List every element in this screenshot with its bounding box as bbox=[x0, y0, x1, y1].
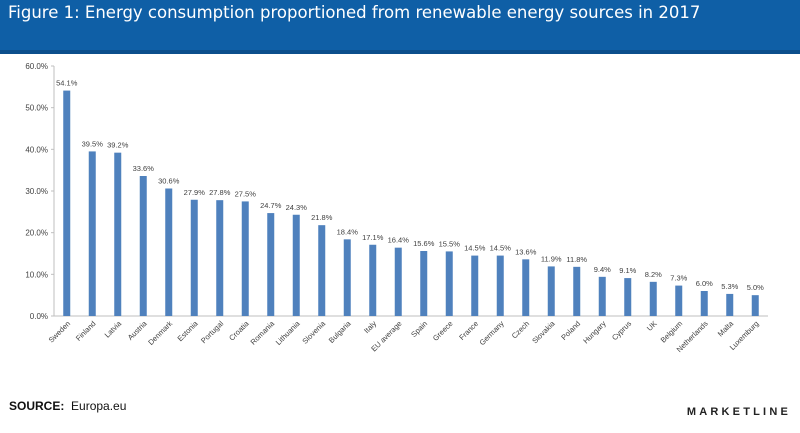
x-tick-label: Romania bbox=[249, 318, 277, 346]
bar bbox=[445, 251, 453, 316]
bar bbox=[216, 200, 224, 316]
data-label: 33.6% bbox=[133, 164, 155, 173]
y-tick-label: 50.0% bbox=[25, 104, 48, 113]
data-label: 13.6% bbox=[515, 247, 537, 256]
title-underline bbox=[0, 50, 800, 54]
y-tick-label: 0.0% bbox=[30, 312, 48, 321]
x-tick-label: Sweden bbox=[47, 319, 73, 345]
source-label: SOURCE: bbox=[9, 399, 65, 413]
y-tick-label: 30.0% bbox=[25, 187, 48, 196]
data-label: 17.1% bbox=[362, 233, 384, 242]
x-tick-label: Bulgaria bbox=[327, 318, 353, 344]
bar bbox=[726, 293, 734, 316]
bar bbox=[318, 225, 326, 316]
x-tick-label: Portugal bbox=[199, 319, 225, 345]
data-label: 54.1% bbox=[56, 79, 78, 88]
bar bbox=[241, 201, 249, 316]
bar bbox=[190, 199, 198, 316]
data-label: 30.6% bbox=[158, 177, 180, 186]
data-label: 16.4% bbox=[388, 236, 410, 245]
bar bbox=[675, 285, 683, 316]
bar bbox=[343, 239, 351, 316]
data-label: 18.4% bbox=[337, 227, 359, 236]
bar bbox=[700, 291, 708, 316]
data-label: 6.0% bbox=[696, 279, 713, 288]
x-tick-label: Germany bbox=[477, 319, 505, 347]
y-tick-label: 40.0% bbox=[25, 145, 48, 154]
bar-chart: 0.0% 10.0% 20.0% 30.0% 40.0% 50.0% 60.0% 54.1% S… bbox=[25, 62, 768, 354]
data-label: 39.2% bbox=[107, 141, 129, 150]
x-tick-label: Italy bbox=[362, 319, 378, 335]
chart-title: Figure 1: Energy consumption proportione… bbox=[8, 3, 701, 22]
bar bbox=[751, 295, 759, 316]
data-label: 27.9% bbox=[184, 188, 206, 197]
bar bbox=[139, 176, 147, 316]
bar bbox=[598, 276, 606, 316]
x-tick-label: Czech bbox=[510, 319, 531, 340]
x-tick-label: Slovenia bbox=[300, 318, 327, 345]
bar bbox=[369, 244, 377, 316]
x-tick-label: Croatia bbox=[227, 318, 251, 342]
x-tick-label: France bbox=[457, 319, 480, 342]
bar bbox=[114, 152, 122, 316]
x-tick-label: Cyprus bbox=[610, 319, 633, 342]
data-label: 9.1% bbox=[619, 266, 636, 275]
bar bbox=[547, 266, 555, 316]
data-label: 11.9% bbox=[541, 254, 562, 263]
title-bar: Figure 1: Energy consumption proportione… bbox=[0, 0, 800, 50]
data-label: 39.5% bbox=[82, 139, 104, 148]
data-label: 21.8% bbox=[311, 213, 333, 222]
source-note: SOURCE: Europa.eu bbox=[9, 399, 126, 413]
x-tick-label: Estonia bbox=[176, 318, 201, 343]
y-tick-label: 60.0% bbox=[25, 62, 48, 71]
x-tick-label: Lithuania bbox=[274, 318, 302, 346]
data-label: 15.6% bbox=[413, 239, 435, 248]
data-label: 27.8% bbox=[209, 188, 231, 197]
y-tick-label: 20.0% bbox=[25, 229, 48, 238]
x-tick-label: Latvia bbox=[103, 318, 124, 339]
bar bbox=[292, 214, 300, 316]
x-tick-label: Greece bbox=[431, 319, 455, 343]
bar bbox=[496, 255, 504, 316]
bar bbox=[649, 281, 657, 316]
data-label: 8.2% bbox=[645, 270, 662, 279]
x-tick-label: Austria bbox=[126, 318, 149, 341]
data-label: 15.5% bbox=[439, 239, 461, 248]
bar bbox=[394, 247, 402, 316]
y-tick-label: 10.0% bbox=[25, 270, 48, 279]
data-label: 5.0% bbox=[747, 283, 764, 292]
source-value: Europa.eu bbox=[71, 399, 127, 413]
bar bbox=[471, 255, 479, 316]
bar bbox=[420, 251, 428, 316]
x-tick-label: Denmark bbox=[146, 319, 174, 347]
data-label: 5.3% bbox=[721, 282, 738, 291]
bar bbox=[63, 90, 71, 316]
brand-logo: MARKETLINE bbox=[686, 406, 791, 418]
data-label: 27.5% bbox=[235, 189, 257, 198]
data-label: 11.8% bbox=[566, 255, 587, 264]
x-tick-label: Malta bbox=[716, 318, 736, 338]
x-tick-label: Spain bbox=[409, 319, 429, 339]
bar bbox=[573, 266, 581, 316]
data-label: 7.3% bbox=[670, 274, 687, 283]
data-label: 24.7% bbox=[260, 201, 282, 210]
bar bbox=[88, 151, 96, 316]
bar bbox=[522, 259, 530, 316]
data-label: 14.5% bbox=[464, 244, 486, 253]
data-label: 14.5% bbox=[490, 244, 512, 253]
x-tick-label: Slovakia bbox=[530, 318, 557, 345]
bar bbox=[624, 278, 632, 316]
x-tick-label: UK bbox=[645, 319, 659, 333]
data-label: 24.3% bbox=[286, 203, 308, 212]
x-tick-label: Finland bbox=[74, 319, 98, 343]
data-label: 9.4% bbox=[594, 265, 611, 274]
bar bbox=[165, 188, 173, 316]
bar bbox=[267, 213, 275, 316]
x-tick-label: Poland bbox=[559, 319, 582, 342]
x-tick-label: Hungary bbox=[581, 319, 608, 346]
